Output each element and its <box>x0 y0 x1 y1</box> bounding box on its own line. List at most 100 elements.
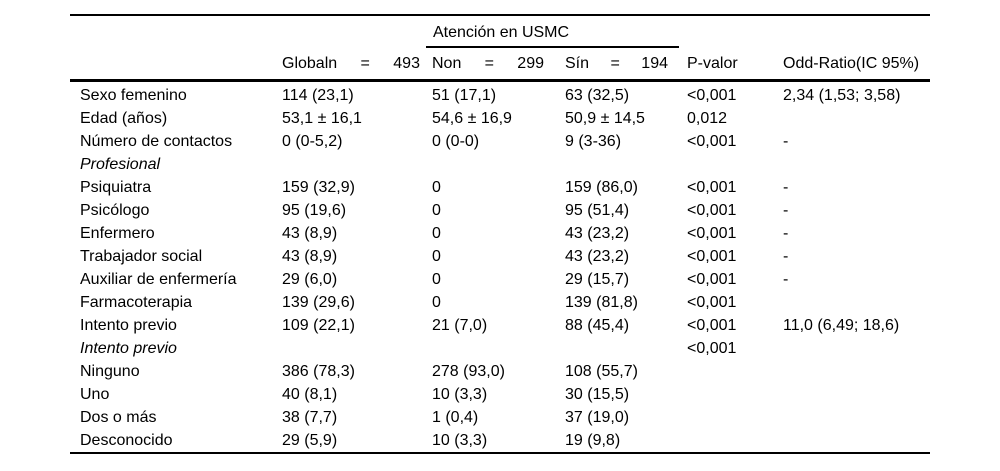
cell-odd-ratio: 2,34 (1,53; 3,58) <box>783 87 901 104</box>
cell-pvalor: <0,001 <box>687 87 737 104</box>
cell-pvalor: <0,001 <box>687 225 737 242</box>
table-row: Psicólogo 95 (19,6) 0 95 (51,4) <0,001 - <box>0 199 1000 222</box>
cell-pvalor: <0,001 <box>687 271 737 288</box>
cell-sin: 29 (15,7) <box>565 271 630 288</box>
cell-sin: 30 (15,5) <box>565 386 630 403</box>
table-row: Auxiliar de enfermería 29 (6,0) 0 29 (15… <box>0 268 1000 291</box>
table-row: Sexo femenino 114 (23,1) 51 (17,1) 63 (3… <box>0 84 1000 107</box>
cell-sin: 63 (32,5) <box>565 87 630 104</box>
row-label: Farmacoterapia <box>80 294 193 311</box>
row-label: Psiquiatra <box>80 179 152 196</box>
row-label: Número de contactos <box>80 133 233 150</box>
cell-non: 21 (7,0) <box>432 317 488 334</box>
table-body: Sexo femenino 114 (23,1) 51 (17,1) 63 (3… <box>0 84 1000 452</box>
header-rule <box>70 79 930 82</box>
cell-non: 0 <box>432 202 441 219</box>
row-label: Intento previo <box>80 317 177 334</box>
cell-global: 29 (6,0) <box>282 271 338 288</box>
cell-non: 0 <box>432 271 441 288</box>
table-row: Intento previo <0,001 <box>0 337 1000 360</box>
cell-pvalor: <0,001 <box>687 317 737 334</box>
cell-pvalor: <0,001 <box>687 294 737 311</box>
cell-odd-ratio: - <box>783 133 789 150</box>
cell-odd-ratio: - <box>783 202 789 219</box>
cell-global: 109 (22,1) <box>282 317 355 334</box>
table-row: Psiquiatra 159 (32,9) 0 159 (86,0) <0,00… <box>0 176 1000 199</box>
column-header-global-n: 493 <box>393 55 420 72</box>
row-label: Dos o más <box>80 409 157 426</box>
cell-sin: 9 (3-36) <box>565 133 622 150</box>
row-label: Psicólogo <box>80 202 150 219</box>
table-row: Dos o más 38 (7,7) 1 (0,4) 37 (19,0) <box>0 406 1000 429</box>
cell-sin: 43 (23,2) <box>565 225 630 242</box>
table-row: Número de contactos 0 (0-5,2) 0 (0-0) 9 … <box>0 130 1000 153</box>
cell-global: 43 (8,9) <box>282 248 338 265</box>
column-header-sin: Sín = 194 <box>565 52 668 76</box>
cell-global: 139 (29,6) <box>282 294 355 311</box>
cell-odd-ratio: - <box>783 271 789 288</box>
row-label: Enfermero <box>80 225 155 242</box>
cell-pvalor: <0,001 <box>687 248 737 265</box>
table-row: Intento previo 109 (22,1) 21 (7,0) 88 (4… <box>0 314 1000 337</box>
row-label: Edad (años) <box>80 110 168 127</box>
table-row: Ninguno 386 (78,3) 278 (93,0) 108 (55,7) <box>0 360 1000 383</box>
cell-non: 278 (93,0) <box>432 363 505 380</box>
row-label: Desconocido <box>80 432 173 449</box>
cell-sin: 88 (45,4) <box>565 317 630 334</box>
equals-sign: = <box>484 55 494 72</box>
top-rule <box>70 14 930 16</box>
row-label: Profesional <box>80 156 161 173</box>
column-header-odd-ratio: Odd-Ratio(IC 95%) <box>783 55 920 72</box>
column-header-global-name: Globaln <box>282 55 338 72</box>
cell-odd-ratio: - <box>783 225 789 242</box>
bottom-rule <box>70 452 930 454</box>
spanner-underline <box>426 46 679 48</box>
equals-sign: = <box>610 55 620 72</box>
table-row: Farmacoterapia 139 (29,6) 0 139 (81,8) <… <box>0 291 1000 314</box>
cell-non: 0 <box>432 179 441 196</box>
cell-global: 386 (78,3) <box>282 363 355 380</box>
cell-sin: 95 (51,4) <box>565 202 630 219</box>
cell-non: 1 (0,4) <box>432 409 479 426</box>
cell-non: 0 <box>432 248 441 265</box>
cell-sin: 50,9 ± 14,5 <box>565 110 645 127</box>
cell-global: 38 (7,7) <box>282 409 338 426</box>
cell-odd-ratio: - <box>783 248 789 265</box>
row-label: Trabajador social <box>80 248 203 265</box>
cell-global: 159 (32,9) <box>282 179 355 196</box>
column-header-non-n: 299 <box>517 55 544 72</box>
table-row: Desconocido 29 (5,9) 10 (3,3) 19 (9,8) <box>0 429 1000 452</box>
cell-sin: 19 (9,8) <box>565 432 621 449</box>
table-row: Trabajador social 43 (8,9) 0 43 (23,2) <… <box>0 245 1000 268</box>
cell-global: 29 (5,9) <box>282 432 338 449</box>
cell-sin: 159 (86,0) <box>565 179 638 196</box>
cell-non: 54,6 ± 16,9 <box>432 110 512 127</box>
column-header-sin-n: 194 <box>641 55 668 72</box>
cell-non: 10 (3,3) <box>432 386 488 403</box>
column-header-non-name: Non <box>432 55 462 72</box>
column-header-row: Globaln = 493 Non = 299 Sín = 194 P-valo… <box>0 52 1000 76</box>
cell-odd-ratio: 11,0 (6,49; 18,6) <box>783 317 900 334</box>
column-header-global: Globaln = 493 <box>282 52 420 76</box>
cell-sin: 108 (55,7) <box>565 363 638 380</box>
cell-non: 0 (0-0) <box>432 133 480 150</box>
row-label: Sexo femenino <box>80 87 187 104</box>
table-row: Enfermero 43 (8,9) 0 43 (23,2) <0,001 - <box>0 222 1000 245</box>
spanner-heading: Atención en USMC <box>433 24 570 41</box>
row-label: Ninguno <box>80 363 140 380</box>
cell-global: 95 (19,6) <box>282 202 347 219</box>
row-label: Auxiliar de enfermería <box>80 271 237 288</box>
cell-non: 0 <box>432 225 441 242</box>
cell-global: 43 (8,9) <box>282 225 338 242</box>
cell-global: 40 (8,1) <box>282 386 338 403</box>
table-row: Profesional <box>0 153 1000 176</box>
cell-pvalor: <0,001 <box>687 133 737 150</box>
cell-global: 53,1 ± 16,1 <box>282 110 362 127</box>
row-label: Intento previo <box>80 340 177 357</box>
cell-sin: 43 (23,2) <box>565 248 630 265</box>
column-header-sin-name: Sín <box>565 55 590 72</box>
cell-odd-ratio: - <box>783 179 789 196</box>
cell-pvalor: <0,001 <box>687 202 737 219</box>
cell-non: 51 (17,1) <box>432 87 497 104</box>
